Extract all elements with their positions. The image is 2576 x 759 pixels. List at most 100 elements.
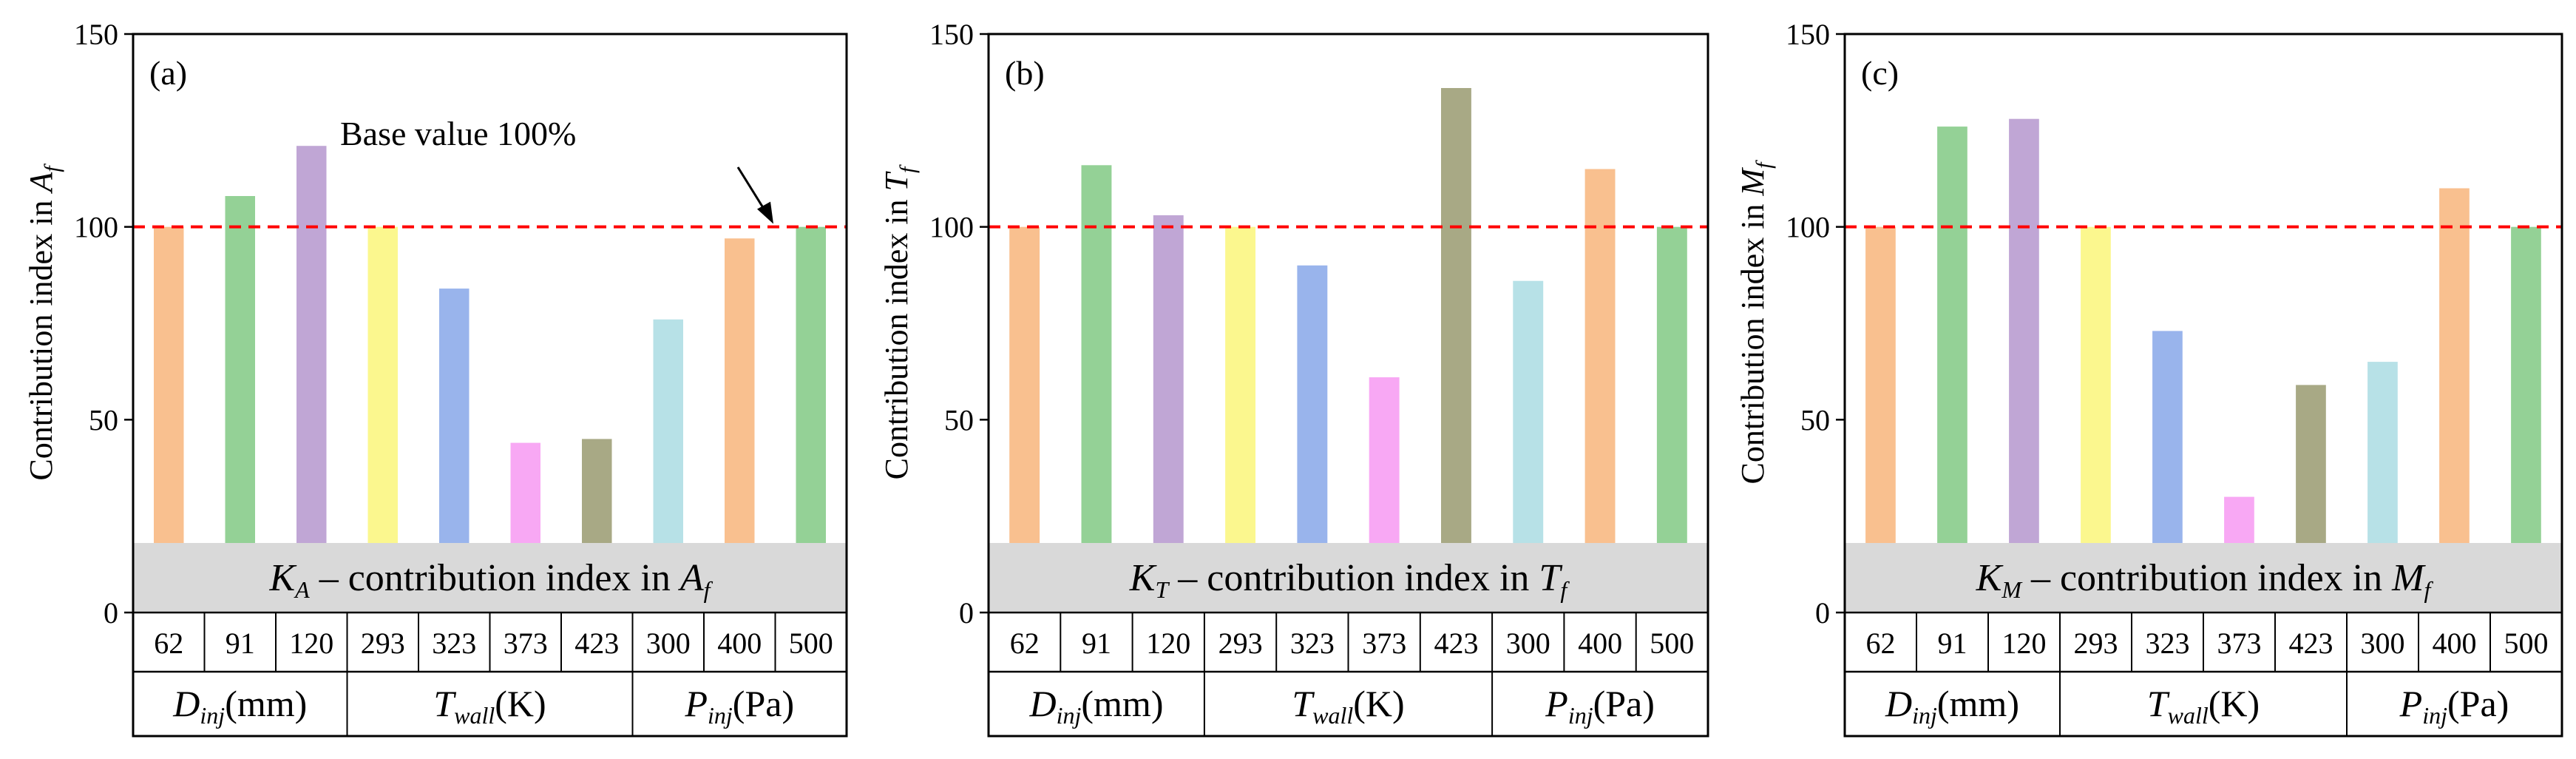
band-label: KA – contribution index in Af: [268, 557, 713, 603]
y-tick-label: 100: [1786, 211, 1830, 244]
category-label: 62: [1866, 627, 1896, 660]
category-label: 91: [1082, 627, 1111, 660]
band-label: KT – contribution index in Tf: [1129, 557, 1570, 603]
group-unit: (mm): [225, 683, 307, 724]
group-symbol: P: [1545, 683, 1568, 724]
band-symbol: T: [1539, 557, 1562, 599]
group-unit: (mm): [1081, 683, 1163, 724]
label-band: [989, 543, 1708, 613]
bar: [296, 146, 327, 543]
band-symbol: M: [2391, 557, 2426, 599]
group-symbol: P: [684, 683, 708, 724]
label-band: [1845, 543, 2562, 613]
y-axis-label: Contribution index in Tf: [878, 164, 920, 479]
group-unit: (K): [1353, 683, 1404, 724]
bar: [1584, 169, 1616, 543]
y-tick-label: 150: [1786, 18, 1830, 51]
y-tick-label: 0: [104, 596, 118, 630]
group-subscript: wall: [2168, 702, 2209, 729]
category-label: 323: [432, 627, 476, 660]
category-label: 120: [289, 627, 333, 660]
group-subscript: inj: [2422, 702, 2447, 729]
category-label: 373: [2217, 627, 2262, 660]
y-tick-label: 100: [929, 211, 974, 244]
bar: [1297, 265, 1328, 543]
category-label: 91: [1938, 627, 1967, 660]
category-label: 373: [504, 627, 548, 660]
bar: [1937, 127, 1967, 544]
group-subscript: wall: [454, 702, 495, 729]
y-tick-label: 0: [1815, 596, 1830, 630]
category-label: 62: [154, 627, 183, 660]
plot-frame: [987, 33, 1709, 738]
bar: [1153, 215, 1184, 543]
y-tick-label: 50: [89, 403, 118, 436]
y-axis-label-symbol: A: [23, 172, 59, 195]
y-axis-label-text: Contribution index in: [878, 191, 915, 479]
bar: [510, 442, 540, 543]
category-label: 500: [789, 627, 833, 660]
group-symbol: D: [1029, 683, 1057, 724]
category-label: 300: [2361, 627, 2405, 660]
bar: [1865, 226, 1896, 543]
category-label: 400: [2433, 627, 2477, 660]
group-unit: (Pa): [2447, 683, 2509, 724]
plot-frame: [132, 33, 848, 738]
category-label: 500: [1650, 627, 1694, 660]
category-label: 62: [1010, 627, 1040, 660]
bar: [1441, 88, 1471, 543]
category-label: 423: [574, 627, 619, 660]
bar: [2367, 362, 2398, 543]
bar: [2224, 496, 2254, 543]
group-label: Dinj(mm): [172, 683, 307, 729]
bar: [2439, 188, 2470, 543]
y-axis-label-symbol: M: [1735, 167, 1771, 197]
y-axis-label-text: Contribution index in: [1735, 196, 1771, 485]
group-label: Twall(K): [1292, 683, 1404, 729]
bar: [725, 238, 755, 543]
bar: [1656, 226, 1687, 543]
bar: [225, 196, 255, 543]
group-symbol: T: [433, 683, 456, 724]
y-axis-label-subscript: f: [1752, 160, 1776, 169]
y-tick-label: 0: [959, 596, 974, 630]
bar: [653, 319, 683, 543]
y-tick-label: 150: [929, 18, 974, 51]
y-tick-label: 50: [944, 403, 974, 436]
band-subscript: M: [2001, 576, 2023, 603]
bar: [1369, 377, 1400, 543]
group-label: Twall(K): [433, 683, 546, 729]
group-label: Pinj(Pa): [2399, 683, 2509, 729]
bar: [2081, 226, 2111, 543]
group-subscript: inj: [1057, 702, 1082, 729]
bar: [2152, 331, 2183, 543]
annotation-text: Base value 100%: [340, 115, 576, 152]
group-symbol: P: [2399, 683, 2423, 724]
group-symbol: T: [1292, 683, 1315, 724]
group-symbol: D: [1885, 683, 1912, 724]
label-band: [133, 543, 847, 613]
panel-label: (c): [1861, 54, 1899, 92]
category-label: 91: [226, 627, 255, 660]
band-text: – contribution index in: [1168, 557, 1539, 599]
group-unit: (Pa): [1593, 683, 1655, 724]
group-symbol: D: [172, 683, 200, 724]
bar: [2511, 226, 2541, 543]
category-label: 323: [2146, 627, 2190, 660]
bar: [1513, 280, 1544, 543]
bar: [367, 226, 398, 543]
category-label: 293: [2074, 627, 2118, 660]
annotation-arrowhead: [757, 201, 773, 224]
group-label: Pinj(Pa): [1545, 683, 1655, 729]
panel-label: (a): [149, 54, 187, 92]
bar: [796, 226, 826, 543]
y-tick-label: 150: [74, 18, 118, 51]
category-label: 423: [1434, 627, 1479, 660]
group-unit: (mm): [1937, 683, 2019, 724]
category-label: 293: [1218, 627, 1263, 660]
category-label: 293: [361, 627, 405, 660]
group-subscript: inj: [708, 702, 733, 729]
